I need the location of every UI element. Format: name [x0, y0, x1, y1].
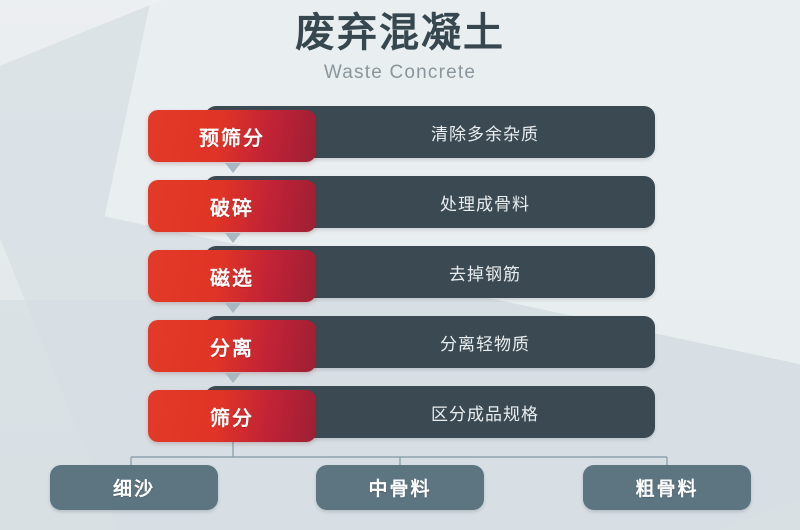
output-box-label: 粗骨料 — [635, 479, 699, 500]
header: 废弃混凝土 Waste Concrete — [0, 10, 800, 84]
output-box-fine-sand[interactable]: 细沙 — [50, 465, 218, 510]
output-box-coarse-aggregate[interactable]: 粗骨料 — [583, 465, 751, 510]
process-step-badge[interactable]: 磁选 — [148, 250, 316, 302]
flow-arrow-down-icon — [225, 233, 241, 243]
process-description: 区分成品规格 — [431, 404, 539, 424]
process-step-badge[interactable]: 预筛分 — [148, 110, 316, 162]
output-box-label: 中骨料 — [368, 479, 432, 500]
process-description: 处理成骨料 — [440, 194, 530, 214]
process-step-label: 筛分 — [210, 407, 254, 430]
output-box-label: 细沙 — [112, 479, 155, 500]
flow-arrow-down-icon — [225, 373, 241, 383]
flow-arrow-down-icon — [225, 163, 241, 173]
flow-arrow-down-icon — [225, 303, 241, 313]
process-row[interactable]: 处理成骨料 破碎 — [148, 176, 655, 232]
process-step-badge[interactable]: 筛分 — [148, 390, 316, 442]
page-title: 废弃混凝土 — [295, 11, 505, 55]
process-row[interactable]: 区分成品规格 筛分 — [148, 386, 655, 442]
process-step-label: 预筛分 — [199, 127, 265, 150]
process-step-label: 破碎 — [210, 197, 254, 220]
process-step-badge[interactable]: 分离 — [148, 320, 316, 372]
process-description: 清除多余杂质 — [431, 124, 539, 144]
process-step-label: 分离 — [210, 337, 254, 360]
process-row[interactable]: 分离轻物质 分离 — [148, 316, 655, 372]
process-description: 去掉钢筋 — [449, 264, 521, 284]
output-box-medium-aggregate[interactable]: 中骨料 — [316, 465, 484, 510]
process-row[interactable]: 去掉钢筋 磁选 — [148, 246, 655, 302]
page-subtitle: Waste Concrete — [323, 62, 477, 83]
process-step-label: 磁选 — [210, 267, 254, 290]
process-row[interactable]: 清除多余杂质 预筛分 — [148, 106, 655, 162]
process-step-badge[interactable]: 破碎 — [148, 180, 316, 232]
process-description: 分离轻物质 — [440, 334, 530, 354]
